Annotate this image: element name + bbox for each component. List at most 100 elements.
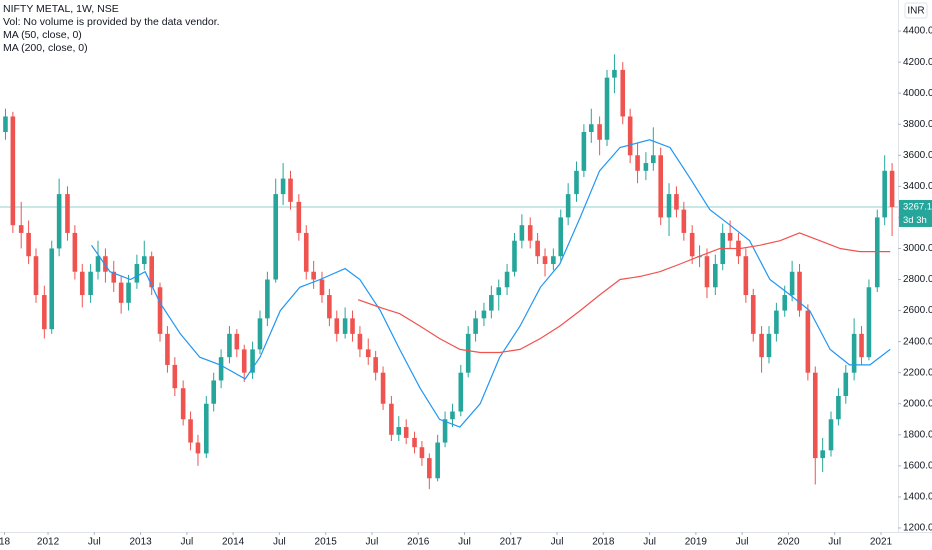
ma-line <box>91 139 891 428</box>
candle-body <box>234 333 240 350</box>
x-tick-label: 2019 <box>685 537 708 548</box>
candle-body <box>828 419 834 451</box>
candle-body <box>666 194 672 218</box>
candle-body <box>496 287 502 296</box>
y-tick-label: 3800.00 <box>903 119 932 130</box>
currency-box[interactable] <box>904 2 928 19</box>
candle-body <box>303 232 309 272</box>
candle-body <box>265 279 270 319</box>
candle-body <box>450 411 455 420</box>
candle-body <box>357 333 363 350</box>
x-tick-label: 2020 <box>777 537 800 548</box>
countdown-label: 3d 3h <box>903 215 927 226</box>
candle-body <box>141 256 147 264</box>
candle-body <box>542 256 548 264</box>
candle-body <box>389 403 394 435</box>
candle-body <box>18 225 24 233</box>
candle-body <box>188 419 193 443</box>
y-tick-label: 4000.00 <box>903 88 932 99</box>
x-tick-label: Jul <box>551 537 564 548</box>
candle-body <box>49 248 55 330</box>
x-tick-label: 2017 <box>500 537 523 548</box>
candle-body <box>588 124 594 132</box>
y-tick-label: 3400.00 <box>903 181 932 192</box>
last-price-label: 3267.10 <box>903 201 932 212</box>
candle-body <box>458 372 464 412</box>
x-tick-label: 2014 <box>222 537 245 548</box>
candle-body <box>489 295 494 311</box>
candle-body <box>581 131 587 171</box>
candle-body <box>836 395 841 420</box>
candle-body <box>149 256 154 288</box>
x-tick-label: Jul <box>458 537 471 548</box>
candle-body <box>797 271 802 311</box>
candle-body <box>704 256 710 288</box>
y-tick-label: 2000.00 <box>903 398 932 409</box>
candle-body <box>180 388 186 420</box>
candle-body <box>412 437 417 448</box>
candle-body <box>26 232 31 257</box>
y-tick-label: 4400.00 <box>903 26 932 37</box>
candle-body <box>218 357 224 381</box>
candle-body <box>843 372 849 396</box>
candle-body <box>519 225 525 241</box>
candle-body <box>874 217 880 288</box>
candle-body <box>851 333 857 373</box>
candle-body <box>195 442 201 454</box>
y-tick-label: 3600.00 <box>903 150 932 161</box>
y-tick-label: 2600.00 <box>903 305 932 316</box>
candle-body <box>774 310 779 334</box>
y-tick-label: 1800.00 <box>903 429 932 440</box>
candle-body <box>643 163 649 171</box>
candle-body <box>134 263 140 283</box>
candle-body <box>203 403 209 454</box>
candle-body <box>427 458 432 479</box>
candle-body <box>465 333 471 373</box>
candle-body <box>396 427 402 435</box>
candle-body <box>157 287 163 334</box>
candle-body <box>805 310 811 373</box>
candle-body <box>535 240 540 257</box>
candle-body <box>565 194 571 218</box>
candle-body <box>88 271 93 296</box>
subtitle: Vol: No volume is provided by the data v… <box>3 16 220 28</box>
x-tick-label: Jul <box>273 537 286 548</box>
candle-body <box>373 357 378 373</box>
candle-body <box>334 318 340 334</box>
candle-body <box>111 271 117 283</box>
candle-body <box>33 256 39 296</box>
currency-label[interactable]: INR <box>907 6 924 17</box>
x-tick-label: 2012 <box>37 537 60 548</box>
legend-entry: MA (50, close, 0) <box>3 29 82 41</box>
candle-body <box>612 69 617 78</box>
candle-body <box>65 194 70 233</box>
ma-line <box>357 232 891 354</box>
candle-body <box>812 372 818 459</box>
candle-body <box>56 194 62 249</box>
x-tick-label: Jul <box>88 537 101 548</box>
candle-body <box>504 271 510 288</box>
candle-body <box>527 225 533 241</box>
candle-body <box>257 318 263 350</box>
countdown-box <box>899 213 932 227</box>
x-tick-label: Jul <box>828 537 841 548</box>
candle-body <box>10 116 16 226</box>
candle-body <box>651 155 656 164</box>
candle-body <box>604 77 610 140</box>
candle-body <box>227 333 232 358</box>
y-tick-label: 2200.00 <box>903 367 932 378</box>
candle-body <box>627 116 633 156</box>
plot-area <box>0 54 898 490</box>
candle-body <box>512 240 517 272</box>
candle-body <box>296 201 302 233</box>
candle-body <box>727 232 733 241</box>
candle-body <box>558 217 564 257</box>
x-tick-label: Jul <box>366 537 379 548</box>
candle-body <box>79 271 85 296</box>
candle-body <box>551 256 556 264</box>
x-tick-label: Jul <box>736 537 749 548</box>
y-tick-label: 2400.00 <box>903 336 932 347</box>
x-tick-label: 2021 <box>870 537 893 548</box>
